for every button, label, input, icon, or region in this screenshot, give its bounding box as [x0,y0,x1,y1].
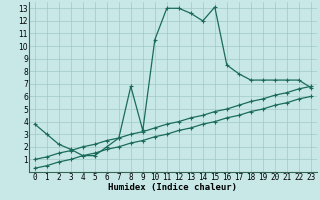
X-axis label: Humidex (Indice chaleur): Humidex (Indice chaleur) [108,183,237,192]
